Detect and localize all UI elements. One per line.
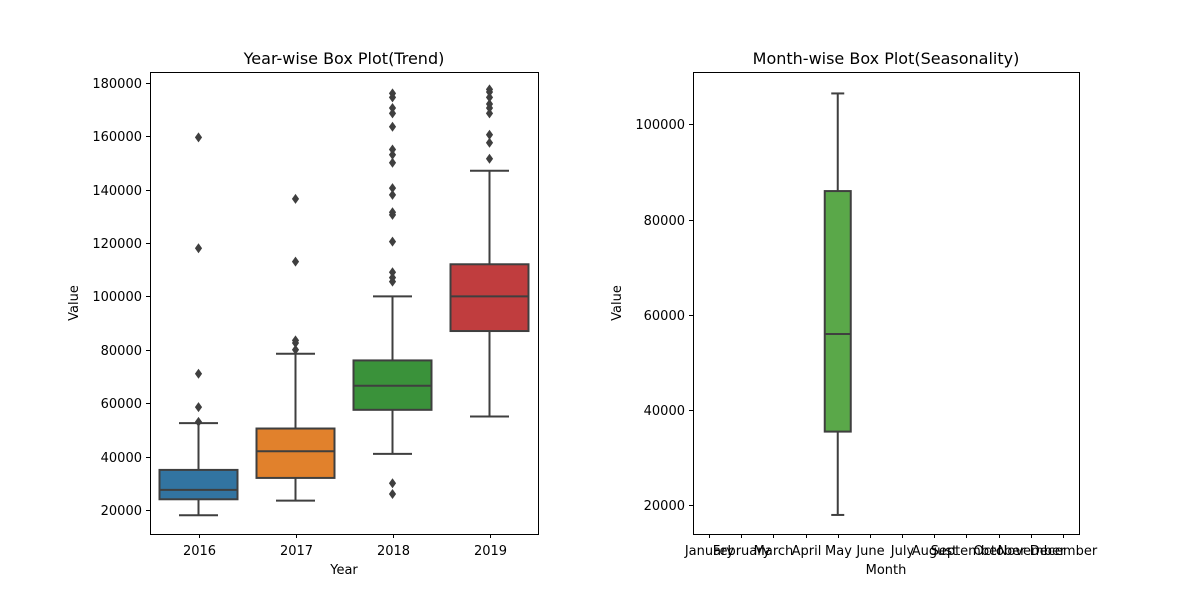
box-iqr: [255, 427, 336, 479]
outlier-point: [194, 243, 203, 254]
outlier-point: [388, 488, 397, 499]
y-axis-label: Value: [610, 285, 625, 321]
y-tick-label: 100000: [92, 290, 142, 305]
outlier-point: [194, 416, 203, 427]
outlier-point: [485, 129, 494, 140]
x-tick-label: July: [890, 544, 915, 559]
outlier-point: [194, 368, 203, 379]
y-tick-label: 60000: [101, 397, 142, 412]
y-tick-label: 120000: [92, 237, 142, 252]
x-tick-label: May: [825, 544, 852, 559]
outlier-point: [194, 132, 203, 143]
y-tick-label: 40000: [101, 451, 142, 466]
outlier-point: [485, 108, 494, 119]
x-tick-label: February: [713, 544, 771, 559]
box-2017: [255, 193, 336, 502]
outlier-point: [388, 267, 397, 278]
outlier-point: [485, 137, 494, 148]
outlier-point: [291, 256, 300, 267]
x-axis-label: Year: [329, 563, 358, 578]
box-2016: [158, 132, 239, 517]
x-tick-label: 2019: [474, 544, 507, 559]
y-tick-label: 60000: [644, 309, 685, 324]
outlier-point: [388, 108, 397, 119]
outlier-point: [194, 402, 203, 413]
box-May: [823, 92, 852, 516]
x-tick-label: 2016: [183, 544, 216, 559]
outlier-point: [485, 153, 494, 164]
outlier-point: [388, 272, 397, 283]
y-tick-label: 80000: [101, 344, 142, 359]
outlier-point: [485, 99, 494, 110]
y-axis-label: Value: [67, 285, 82, 321]
outlier-point: [388, 478, 397, 489]
outlier-point: [388, 144, 397, 155]
x-tick-label: August: [912, 544, 958, 559]
x-tick-label: September: [931, 544, 1004, 559]
outlier-point: [485, 92, 494, 103]
y-tick-label: 20000: [101, 504, 142, 519]
y-axis-ticks: 20000 40000 60000 80000 100000 120000 140000 16…: [92, 77, 150, 519]
outlier-point: [388, 88, 397, 99]
outlier-point: [388, 149, 397, 160]
outlier-point: [388, 207, 397, 218]
outlier-point: [388, 189, 397, 200]
outlier-point: [388, 103, 397, 114]
box-2018: [352, 88, 433, 499]
x-axis-label: Month: [866, 563, 907, 578]
x-tick-label: June: [855, 544, 884, 559]
x-tick-label: November: [998, 544, 1066, 559]
y-tick-label: 40000: [644, 404, 685, 419]
chart-title: Year-wise Box Plot(Trend): [243, 49, 445, 68]
y-axis-ticks: 20000 40000 60000 80000 100000: [635, 118, 693, 514]
outlier-point: [388, 157, 397, 168]
year-wise-box-plot: Year-wise Box Plot(Trend) Year Value 200…: [67, 49, 539, 578]
x-tick-label: March: [754, 544, 794, 559]
x-tick-label: December: [1030, 544, 1098, 559]
outlier-point: [485, 84, 494, 95]
outlier-point: [291, 344, 300, 355]
box-series: [158, 84, 530, 517]
chart-title: Month-wise Box Plot(Seasonality): [753, 49, 1020, 68]
box-2019: [449, 84, 530, 418]
box-iqr: [449, 263, 530, 333]
outlier-point: [291, 193, 300, 204]
outlier-point: [388, 183, 397, 194]
axes-frame: [693, 72, 1080, 535]
axes-frame: [150, 72, 539, 535]
outlier-point: [388, 236, 397, 247]
y-tick-label: 180000: [92, 77, 142, 92]
y-tick-label: 140000: [92, 184, 142, 199]
box-iqr: [158, 468, 239, 501]
outlier-point: [388, 121, 397, 132]
y-tick-label: 160000: [92, 130, 142, 145]
y-tick-label: 20000: [644, 499, 685, 514]
x-axis-ticks: 2016 2017 2018 2019: [183, 534, 507, 559]
box-iqr: [823, 190, 852, 433]
x-tick-label: April: [792, 544, 822, 559]
box-series: [823, 92, 852, 516]
y-tick-label: 100000: [635, 118, 685, 133]
x-tick-label: October: [973, 544, 1026, 559]
outlier-point: [291, 335, 300, 346]
month-wise-box-plot: Month-wise Box Plot(Seasonality) Month V…: [610, 49, 1098, 578]
x-tick-label: 2017: [280, 544, 313, 559]
y-tick-label: 80000: [644, 214, 685, 229]
x-tick-label: January: [684, 544, 735, 559]
x-tick-label: 2018: [377, 544, 410, 559]
